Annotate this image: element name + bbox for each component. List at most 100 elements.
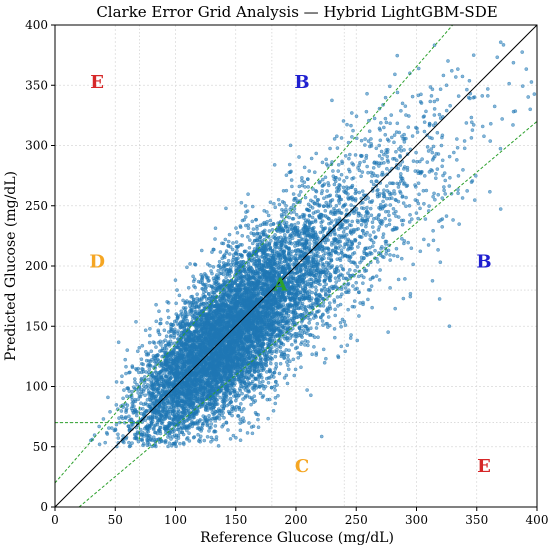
scatter-point [319,191,324,196]
scatter-point [125,403,130,408]
scatter-point [385,154,390,159]
scatter-point [322,204,326,208]
scatter-point [407,220,412,224]
scatter-point [456,174,461,178]
scatter-point [218,250,223,254]
scatter-point [120,374,124,379]
scatter-point [175,288,179,292]
scatter-point [308,238,312,242]
scatter-point [391,206,396,211]
scatter-point [345,122,349,127]
scatter-point [431,228,435,233]
scatter-point [128,370,132,375]
scatter-point [282,201,287,205]
scatter-point [384,249,389,253]
scatter-point [363,143,367,147]
scatter-point [464,121,469,125]
scatter-point [352,299,357,303]
scatter-point [282,254,286,259]
scatter-point [388,286,392,290]
scatter-point [285,226,289,231]
scatter-point [453,75,458,79]
scatter-point [154,319,159,324]
scatter-point [440,225,445,229]
scatter-point [401,201,406,205]
scatter-point [488,121,493,126]
scatter-point [250,219,255,224]
scatter-point [471,53,476,57]
scatter-point [323,175,328,180]
scatter-point [177,293,182,298]
scatter-point [274,361,278,366]
scatter-point [343,154,348,158]
scatter-point [152,341,157,345]
scatter-point [286,367,291,372]
scatter-point [532,92,537,96]
scatter-point [457,222,461,226]
scatter-point [526,95,531,99]
scatter-point [357,190,362,195]
scatter-point [333,313,338,318]
scatter-point [239,402,243,406]
scatter-point [174,301,178,306]
scatter-point [434,172,438,176]
scatter-point [364,109,369,114]
scatter-point [256,425,261,430]
scatter-point [394,214,398,218]
scatter-point [269,238,273,243]
scatter-point [211,437,215,442]
scatter-point [358,235,363,239]
scatter-point [184,437,189,441]
scatter-point [191,274,195,279]
scatter-point [339,211,344,215]
scatter-point [371,166,376,170]
scatter-point [341,230,346,234]
scatter-point [414,211,419,215]
scatter-point [134,413,139,418]
scatter-point [297,184,302,189]
scatter-point [343,227,347,231]
scatter-point [359,174,363,179]
scatter-point [426,243,431,247]
scatter-point [231,390,236,394]
scatter-point [320,160,325,165]
scatter-point [308,326,313,331]
scatter-point [233,278,238,282]
scatter-point [488,189,492,194]
scatter-point [305,388,309,392]
scatter-point [231,241,235,245]
chart-title: Clarke Error Grid Analysis — Hybrid Ligh… [96,3,497,21]
scatter-point [437,297,442,301]
scatter-point [386,330,390,334]
scatter-point [482,134,486,139]
scatter-point [461,168,465,172]
scatter-point [324,157,328,162]
scatter-point [480,94,485,98]
scatter-point [260,395,265,399]
scatter-point [216,444,221,448]
scatter-point [524,67,529,71]
scatter-point [350,135,354,139]
scatter-point [355,338,360,343]
scatter-point [284,204,288,208]
scatter-point [214,437,219,442]
scatter-point [349,123,353,128]
scatter-point [409,217,414,221]
scatter-point [169,437,173,441]
scatter-point [354,280,358,285]
scatter-point [109,426,114,430]
scatter-point [418,249,423,254]
scatter-point [384,252,388,256]
scatter-point [501,43,506,47]
scatter-point [144,358,149,363]
scatter-point [278,349,283,354]
scatter-point [427,204,431,208]
scatter-point [431,194,435,199]
scatter-point [358,301,363,305]
scatter-point [448,103,452,108]
scatter-point [340,251,344,256]
scatter-point [343,286,348,290]
scatter-point [320,177,325,182]
scatter-point [387,218,392,222]
scatter-point [333,335,337,340]
